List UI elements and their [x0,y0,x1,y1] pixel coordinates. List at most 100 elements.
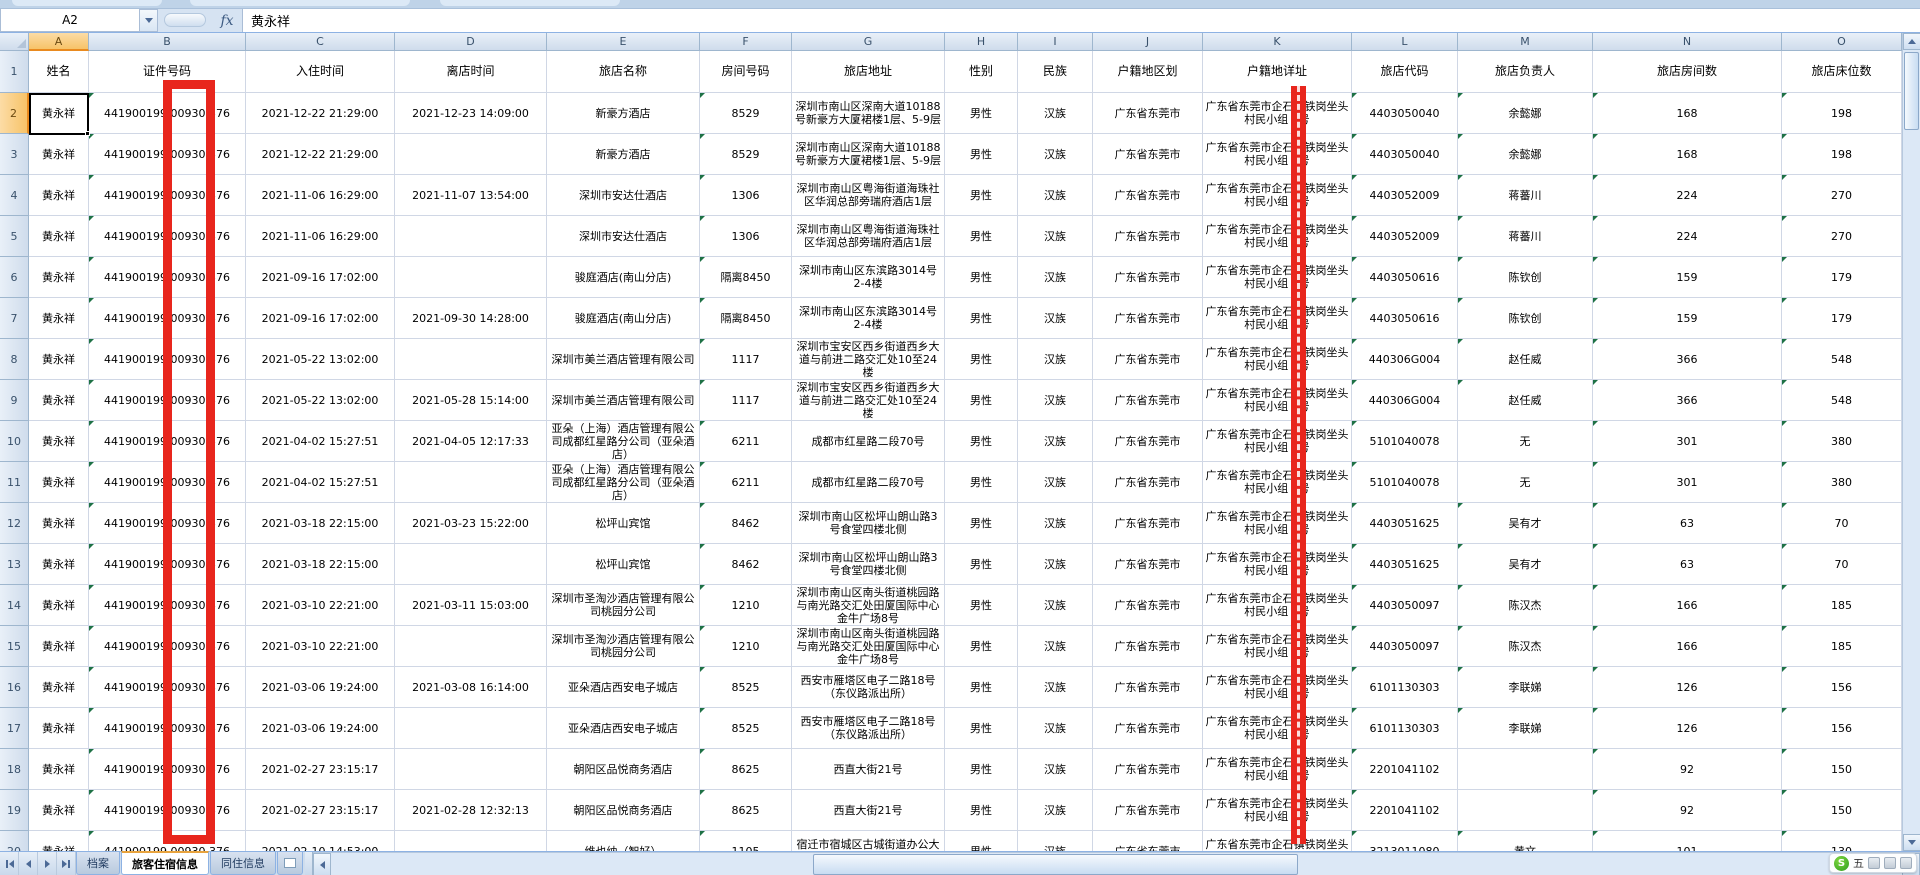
cell-D8[interactable] [395,339,547,380]
cell-G2[interactable]: 深圳市南山区深南大道10188号新豪方大厦裙楼1层、5-9层 [792,93,945,134]
cell-G1[interactable]: 旅店地址 [792,51,945,93]
cell-G7[interactable]: 深圳市南山区东滨路3014号2-4楼 [792,298,945,339]
cell-I3[interactable]: 汉族 [1018,134,1093,175]
cell-B1[interactable]: 证件号码 [89,51,246,93]
cell-O5[interactable]: 270 [1782,216,1902,257]
row-header-4[interactable]: 4 [0,175,29,216]
cell-K17[interactable]: 广东省东莞市企石镇铁岗坐头村民小组 0号 [1203,708,1352,749]
cell-B9[interactable]: 441900199 00930 376 [89,380,246,421]
cell-E18[interactable]: 朝阳区品悦商务酒店 [547,749,700,790]
cell-M5[interactable]: 蒋蕃川 [1458,216,1593,257]
cell-D7[interactable]: 2021-09-30 14:28:00 [395,298,547,339]
cell-G8[interactable]: 深圳市宝安区西乡街道西乡大道与前进二路交汇处10至24楼 [792,339,945,380]
column-header-E[interactable]: E [547,33,700,51]
cell-N2[interactable]: 168 [1593,93,1782,134]
cell-O12[interactable]: 70 [1782,503,1902,544]
row-header-18[interactable]: 18 [0,749,29,790]
cell-J16[interactable]: 广东省东莞市 [1093,667,1203,708]
cell-A2[interactable]: 黄永祥 [29,93,89,134]
cell-O14[interactable]: 185 [1782,585,1902,626]
cell-A16[interactable]: 黄永祥 [29,667,89,708]
cell-H14[interactable]: 男性 [945,585,1018,626]
cell-J17[interactable]: 广东省东莞市 [1093,708,1203,749]
column-header-K[interactable]: K [1203,33,1352,51]
cell-B6[interactable]: 441900199 00930 376 [89,257,246,298]
column-header-B[interactable]: B [89,33,246,51]
cell-F7[interactable]: 隔离8450 [700,298,792,339]
cell-C5[interactable]: 2021-11-06 16:29:00 [246,216,395,257]
cell-H7[interactable]: 男性 [945,298,1018,339]
cell-K12[interactable]: 广东省东莞市企石镇铁岗坐头村民小组 0号 [1203,503,1352,544]
cell-C19[interactable]: 2021-02-27 23:15:17 [246,790,395,831]
cell-M3[interactable]: 余懿娜 [1458,134,1593,175]
cell-O6[interactable]: 179 [1782,257,1902,298]
cell-M8[interactable]: 赵任威 [1458,339,1593,380]
row-header-13[interactable]: 13 [0,544,29,585]
cell-L3[interactable]: 4403050040 [1352,134,1458,175]
cell-K9[interactable]: 广东省东莞市企石镇铁岗坐头村民小组 0号 [1203,380,1352,421]
cell-L19[interactable]: 2201041102 [1352,790,1458,831]
cell-M10[interactable]: 无 [1458,421,1593,462]
column-header-G[interactable]: G [792,33,945,51]
cell-I2[interactable]: 汉族 [1018,93,1093,134]
cell-I1[interactable]: 民族 [1018,51,1093,93]
horizontal-scrollbar-thumb[interactable] [813,854,1298,875]
scroll-up-button[interactable] [1903,33,1920,50]
cell-L13[interactable]: 4403051625 [1352,544,1458,585]
cell-M16[interactable]: 李联娣 [1458,667,1593,708]
cell-C2[interactable]: 2021-12-22 21:29:00 [246,93,395,134]
cell-E1[interactable]: 旅店名称 [547,51,700,93]
cell-J7[interactable]: 广东省东莞市 [1093,298,1203,339]
cell-O1[interactable]: 旅店床位数 [1782,51,1902,93]
cell-A19[interactable]: 黄永祥 [29,790,89,831]
cell-H18[interactable]: 男性 [945,749,1018,790]
cell-N18[interactable]: 92 [1593,749,1782,790]
cell-H3[interactable]: 男性 [945,134,1018,175]
cell-J8[interactable]: 广东省东莞市 [1093,339,1203,380]
cell-F5[interactable]: 1306 [700,216,792,257]
tab-nav-first-button[interactable] [0,852,19,875]
column-header-F[interactable]: F [700,33,792,51]
cell-B10[interactable]: 441900199 00930 376 [89,421,246,462]
cell-I18[interactable]: 汉族 [1018,749,1093,790]
cell-N5[interactable]: 224 [1593,216,1782,257]
cell-K18[interactable]: 广东省东莞市企石镇铁岗坐头村民小组 0号 [1203,749,1352,790]
tab-nav-next-button[interactable] [38,852,57,875]
cell-A15[interactable]: 黄永祥 [29,626,89,667]
cell-D18[interactable] [395,749,547,790]
cell-L5[interactable]: 4403052009 [1352,216,1458,257]
cell-I5[interactable]: 汉族 [1018,216,1093,257]
cell-L2[interactable]: 4403050040 [1352,93,1458,134]
cell-O10[interactable]: 380 [1782,421,1902,462]
cell-F12[interactable]: 8462 [700,503,792,544]
cell-O11[interactable]: 380 [1782,462,1902,503]
cell-C10[interactable]: 2021-04-02 15:27:51 [246,421,395,462]
cell-K20[interactable]: 广东省东莞市企石镇铁岗坐头村民小组 0号 [1203,831,1352,851]
cell-I4[interactable]: 汉族 [1018,175,1093,216]
scroll-down-button[interactable] [1903,834,1920,851]
cell-E20[interactable]: 维也纳（智好） [547,831,700,851]
cell-C11[interactable]: 2021-04-02 15:27:51 [246,462,395,503]
column-header-J[interactable]: J [1093,33,1203,51]
cell-D3[interactable] [395,134,547,175]
cell-A8[interactable]: 黄永祥 [29,339,89,380]
cell-F1[interactable]: 房间号码 [700,51,792,93]
cell-J12[interactable]: 广东省东莞市 [1093,503,1203,544]
cell-J13[interactable]: 广东省东莞市 [1093,544,1203,585]
cell-N13[interactable]: 63 [1593,544,1782,585]
column-header-M[interactable]: M [1458,33,1593,51]
cell-K5[interactable]: 广东省东莞市企石镇铁岗坐头村民小组 0号 [1203,216,1352,257]
cell-M9[interactable]: 赵任威 [1458,380,1593,421]
cell-H10[interactable]: 男性 [945,421,1018,462]
row-header-14[interactable]: 14 [0,585,29,626]
cell-A4[interactable]: 黄永祥 [29,175,89,216]
cell-B5[interactable]: 441900199 00930 376 [89,216,246,257]
column-header-C[interactable]: C [246,33,395,51]
cell-A20[interactable]: 黄永祥 [29,831,89,851]
cell-E9[interactable]: 深圳市美兰酒店管理有限公司 [547,380,700,421]
cell-B8[interactable]: 441900199 00930 376 [89,339,246,380]
cell-G6[interactable]: 深圳市南山区东滨路3014号2-4楼 [792,257,945,298]
cell-J10[interactable]: 广东省东莞市 [1093,421,1203,462]
cell-B2[interactable]: 441900199 00930 376 [89,93,246,134]
cell-K4[interactable]: 广东省东莞市企石镇铁岗坐头村民小组 0号 [1203,175,1352,216]
